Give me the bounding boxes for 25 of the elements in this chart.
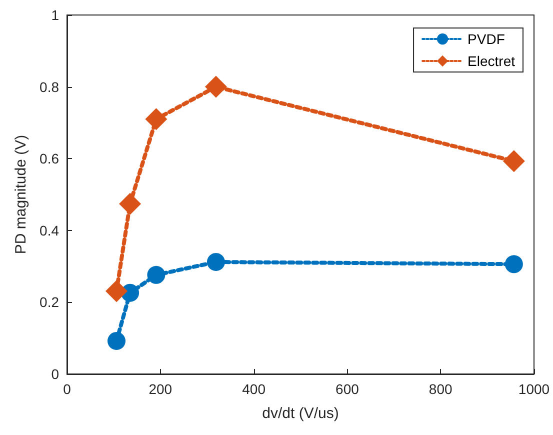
y-axis-title: PD magnitude (V) (12, 134, 30, 254)
point (106, 280, 128, 302)
y-tick-label: 0.6 (40, 150, 60, 167)
legend-label: PVDF (468, 31, 505, 47)
x-tick-label: 1000 (518, 381, 550, 397)
point (119, 192, 142, 215)
y-tick-label: 0.4 (40, 222, 60, 238)
point (108, 332, 126, 350)
point (206, 252, 225, 271)
x-tick-label: 0 (63, 381, 72, 397)
y-tick-label: 1 (51, 7, 60, 23)
y-tick-label: 0.2 (40, 294, 60, 310)
x-tick-label: 800 (428, 381, 452, 397)
point (504, 255, 523, 274)
point (147, 266, 166, 284)
x-axis-title: dv/dt (V/us) (262, 405, 339, 422)
y-tick-label: 0.8 (40, 78, 60, 95)
point (502, 150, 525, 172)
legend-label: Electret (468, 53, 516, 69)
point (204, 76, 227, 98)
y-tick-label: 0 (51, 366, 60, 382)
x-tick-label: 200 (148, 381, 172, 397)
x-tick-label: 400 (242, 381, 266, 397)
point (145, 108, 168, 130)
x-tick-label: 600 (336, 381, 360, 397)
